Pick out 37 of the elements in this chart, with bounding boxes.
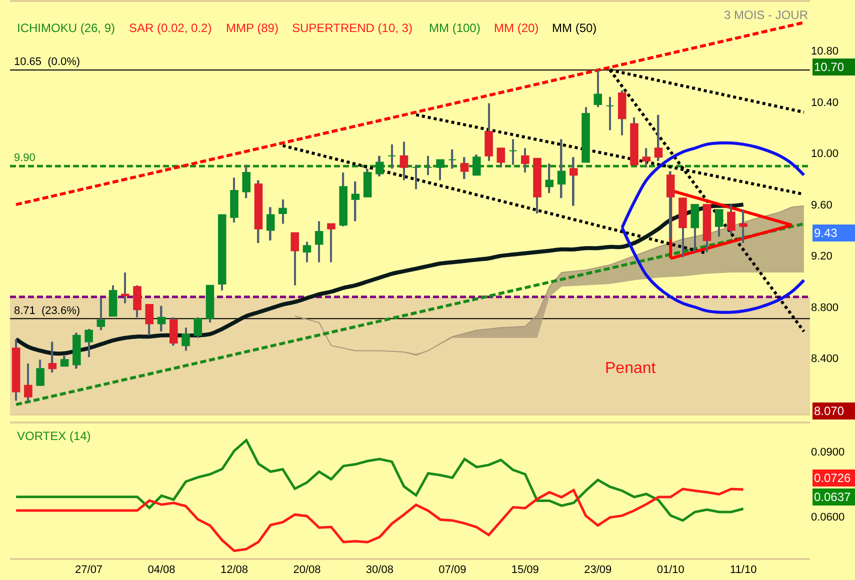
text: 0.0637 [814, 490, 852, 504]
y-tick-label: 0.0900 [811, 446, 845, 459]
x-tick-label: 04/08 [148, 564, 176, 576]
text: VORTEX (14) [17, 429, 91, 443]
text: 0.0726 [814, 471, 852, 485]
ref-line-label: 9.90 [14, 152, 36, 164]
annotation: MM (50) [552, 21, 597, 35]
annotation: MM (20) [494, 21, 539, 35]
x-tick-label: 30/08 [366, 564, 394, 576]
x-tick-label: 12/08 [220, 564, 248, 576]
x-tick-label: 07/09 [438, 564, 466, 576]
y-tick-label: 8.400 [811, 353, 839, 366]
x-tick-label: 15/09 [511, 564, 539, 576]
ref-line-label: 10.65 (0.0%) [14, 56, 80, 68]
y-tick-label: 0.0600 [811, 512, 845, 524]
x-tick-label: 01/10 [656, 564, 684, 576]
x-tick-label: 11/10 [730, 564, 757, 576]
y-tick-label: 10.80 [811, 46, 839, 58]
annotation: Penant [605, 360, 656, 377]
text: 8.070 [814, 404, 844, 418]
text: 9.43 [814, 226, 838, 240]
y-tick-label: 8.800 [811, 302, 839, 314]
y-tick-label: 9.60 [811, 199, 832, 212]
annotation: ICHIMOKU (26, 9) [17, 21, 116, 35]
annotation: MM (100) [429, 21, 480, 35]
y-tick-label: 10.00 [811, 148, 839, 160]
x-tick-label: 23/09 [584, 564, 612, 576]
text: 3 MOIS - JOUR [724, 8, 808, 22]
annotation: SAR (0.02, 0.2) [129, 21, 212, 35]
ref-line-label: 8.71 (23.6%) [14, 305, 80, 317]
annotation: SUPERTREND (10, 3) [292, 21, 412, 35]
y-tick-label: 9.20 [811, 250, 832, 263]
annotation: MMP (89) [226, 21, 278, 35]
text: 10.70 [814, 60, 844, 74]
x-tick-label: 20/08 [293, 564, 321, 576]
x-tick-label: 27/07 [75, 564, 103, 576]
y-tick-label: 10.40 [811, 96, 839, 109]
